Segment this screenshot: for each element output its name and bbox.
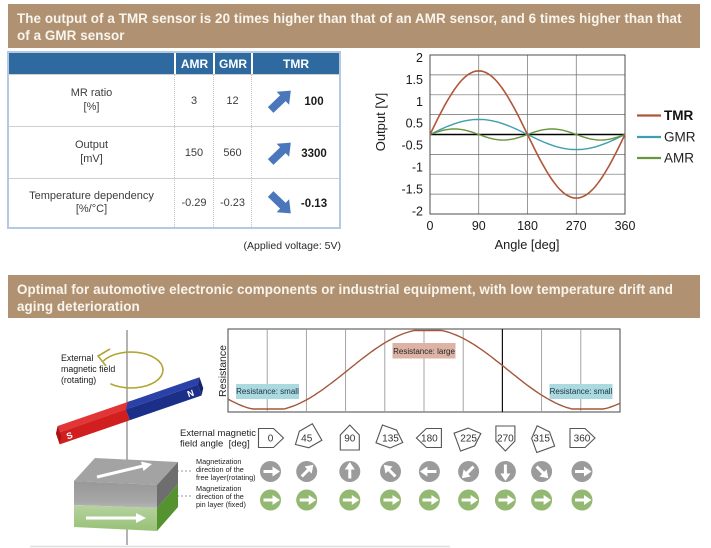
svg-text:2: 2: [416, 51, 423, 65]
svg-text:-1: -1: [412, 161, 423, 175]
svg-text:AMR: AMR: [664, 151, 694, 166]
svg-text:External magnetic: External magnetic: [180, 428, 256, 439]
svg-text:270: 270: [566, 219, 587, 233]
svg-text:Angle [deg]: Angle [deg]: [495, 237, 560, 252]
svg-text:0: 0: [268, 434, 274, 445]
svg-text:1: 1: [416, 95, 423, 109]
svg-text:3300: 3300: [301, 148, 327, 160]
svg-text:315: 315: [533, 434, 550, 445]
svg-text:-0.5: -0.5: [401, 139, 423, 153]
svg-text:free layer(rotating): free layer(rotating): [196, 473, 256, 482]
svg-text:Resistance: small: Resistance: small: [550, 387, 613, 396]
svg-text:direction of the: direction of the: [196, 465, 244, 474]
svg-text:Output [V]: Output [V]: [373, 93, 388, 152]
svg-text:45: 45: [301, 434, 313, 445]
svg-text:field angle [deg]: field angle [deg]: [180, 439, 250, 450]
svg-text:-2: -2: [412, 204, 423, 218]
svg-text:Resistance: Resistance: [217, 345, 229, 397]
svg-text:1.5: 1.5: [406, 73, 423, 87]
svg-text:Magnetization: Magnetization: [196, 484, 241, 493]
svg-text:Resistance: small: Resistance: small: [236, 387, 299, 396]
svg-text:N: N: [186, 388, 195, 400]
svg-text:225: 225: [460, 434, 477, 445]
svg-text:-1.5: -1.5: [401, 182, 423, 196]
svg-text:360: 360: [574, 434, 591, 445]
svg-text:-0.13: -0.13: [301, 198, 327, 210]
svg-text:90: 90: [344, 434, 356, 445]
svg-text:External: External: [61, 353, 93, 363]
svg-text:100: 100: [304, 96, 323, 108]
svg-text:135: 135: [382, 434, 399, 445]
svg-text:0: 0: [427, 219, 434, 233]
svg-text:(rotating): (rotating): [61, 375, 96, 385]
svg-text:pin layer (fixed): pin layer (fixed): [196, 500, 246, 509]
svg-text:180: 180: [517, 219, 538, 233]
svg-text:180: 180: [421, 434, 438, 445]
svg-text:GMR: GMR: [664, 130, 696, 145]
svg-text:direction of the: direction of the: [196, 492, 244, 501]
svg-text:S: S: [65, 430, 74, 441]
svg-text:TMR: TMR: [664, 108, 693, 123]
svg-text:270: 270: [497, 434, 514, 445]
svg-text:360: 360: [615, 219, 636, 233]
svg-text:magnetic field: magnetic field: [61, 364, 115, 374]
svg-text:Magnetization: Magnetization: [196, 457, 241, 466]
svg-text:90: 90: [472, 219, 486, 233]
svg-text:Resistance: large: Resistance: large: [393, 347, 455, 356]
svg-text:0.5: 0.5: [406, 117, 423, 131]
